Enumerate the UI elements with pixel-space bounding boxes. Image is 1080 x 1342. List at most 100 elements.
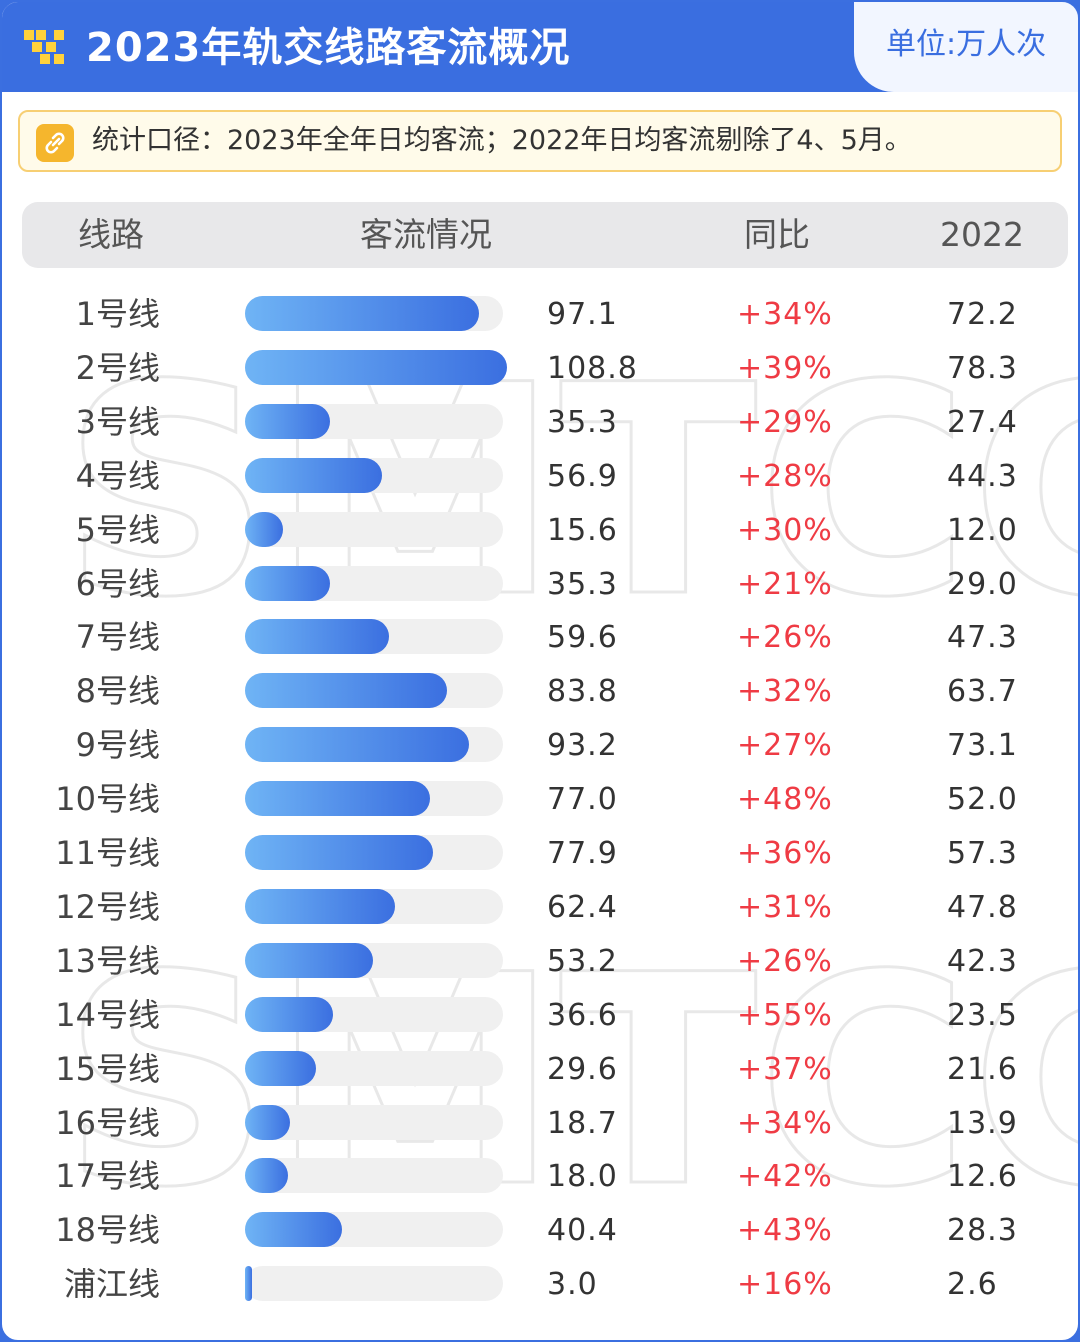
bar-track bbox=[245, 996, 503, 1032]
prev-year-value: 27.4 bbox=[947, 404, 1018, 440]
bar-track bbox=[245, 565, 503, 601]
bar-track bbox=[245, 1050, 503, 1086]
bar-track bbox=[245, 349, 507, 385]
prev-year-value: 13.9 bbox=[947, 1105, 1018, 1141]
table-row: 1号线 97.1 +34% 72.2 bbox=[2, 287, 1078, 341]
line-name: 7号线 bbox=[75, 618, 160, 657]
unit-label: 单位:万人次 bbox=[886, 27, 1047, 62]
flow-value: 35.3 bbox=[547, 404, 618, 440]
line-name: 6号线 bbox=[75, 564, 160, 603]
bar-track bbox=[245, 942, 503, 978]
yoy-value: +34% bbox=[737, 1105, 833, 1141]
line-name: 14号线 bbox=[55, 995, 160, 1034]
line-name: 11号线 bbox=[55, 834, 160, 872]
yoy-value: +26% bbox=[737, 620, 833, 656]
table-row: 2号线 108.8 +39% 78.3 bbox=[2, 341, 1078, 395]
bar-track bbox=[245, 403, 503, 439]
prev-year-value: 44.3 bbox=[947, 458, 1018, 494]
logo-icon bbox=[24, 30, 64, 64]
prev-year-value: 42.3 bbox=[947, 943, 1018, 979]
table-header: 线路 客流情况 同比 2022 bbox=[22, 202, 1068, 268]
table-row: 14号线 36.6 +55% 23.5 bbox=[2, 988, 1078, 1042]
flow-bar bbox=[245, 349, 507, 385]
bar-track bbox=[245, 888, 503, 924]
flow-value: 108.8 bbox=[547, 350, 638, 386]
bar-track bbox=[245, 619, 503, 655]
table-row: 5号线 15.6 +30% 12.0 bbox=[2, 503, 1078, 557]
note-text: 统计口径：2023年全年日均客流；2022年日均客流剔除了4、5月。 bbox=[92, 125, 912, 156]
line-name: 5号线 bbox=[75, 510, 160, 549]
table-row: 8号线 83.8 +32% 63.7 bbox=[2, 664, 1078, 718]
flow-value: 93.2 bbox=[547, 728, 618, 764]
prev-year-value: 2.6 bbox=[947, 1267, 998, 1303]
yoy-value: +34% bbox=[737, 297, 833, 332]
flow-value: 77.9 bbox=[547, 836, 618, 871]
flow-bar bbox=[245, 296, 479, 331]
flow-value: 29.6 bbox=[547, 1051, 618, 1087]
header-flow: 客流情况 bbox=[360, 215, 492, 254]
bar-track bbox=[245, 835, 503, 870]
flow-bar bbox=[245, 888, 396, 924]
prev-year-value: 12.0 bbox=[947, 512, 1018, 548]
line-name: 12号线 bbox=[55, 887, 160, 926]
flow-value: 53.2 bbox=[547, 943, 618, 979]
flow-bar bbox=[245, 1158, 289, 1194]
table-row: 15号线 29.6 +37% 21.6 bbox=[2, 1042, 1078, 1096]
flow-bar bbox=[245, 727, 470, 763]
flow-value: 36.6 bbox=[547, 997, 618, 1033]
prev-year-value: 52.0 bbox=[947, 782, 1018, 818]
flow-value: 77.0 bbox=[547, 782, 618, 818]
header-prev-year: 2022 bbox=[940, 215, 1024, 254]
flow-bar bbox=[245, 565, 330, 601]
line-name: 17号线 bbox=[55, 1157, 160, 1196]
page-title: 2023年轨交线路客流概况 bbox=[86, 25, 571, 71]
bar-track bbox=[245, 1266, 503, 1302]
table-row: 4号线 56.9 +28% 44.3 bbox=[2, 449, 1078, 503]
line-name: 15号线 bbox=[55, 1049, 160, 1088]
line-name: 8号线 bbox=[75, 672, 160, 711]
line-name: 3号线 bbox=[75, 402, 160, 441]
yoy-value: +42% bbox=[737, 1159, 833, 1195]
yoy-value: +26% bbox=[737, 943, 833, 979]
prev-year-value: 28.3 bbox=[947, 1213, 1018, 1249]
table-row: 13号线 53.2 +26% 42.3 bbox=[2, 934, 1078, 988]
table-row: 9号线 93.2 +27% 73.1 bbox=[2, 718, 1078, 772]
prev-year-value: 47.8 bbox=[947, 889, 1018, 925]
yoy-value: +39% bbox=[737, 350, 833, 386]
table-row: 18号线 40.4 +43% 28.3 bbox=[2, 1203, 1078, 1257]
flow-value: 18.0 bbox=[547, 1159, 618, 1195]
flow-bar bbox=[245, 403, 330, 439]
table-row: 17号线 18.0 +42% 12.6 bbox=[2, 1149, 1078, 1203]
yoy-value: +55% bbox=[737, 997, 833, 1033]
prev-year-value: 12.6 bbox=[947, 1159, 1018, 1195]
line-name: 18号线 bbox=[55, 1211, 160, 1250]
bar-track bbox=[245, 727, 503, 763]
line-name: 16号线 bbox=[55, 1103, 160, 1142]
flow-value: 40.4 bbox=[547, 1213, 618, 1249]
header-bar: 2023年轨交线路客流概况 单位:万人次 bbox=[2, 2, 1078, 92]
line-name: 1号线 bbox=[75, 295, 160, 333]
prev-year-value: 21.6 bbox=[947, 1051, 1018, 1087]
line-name: 浦江线 bbox=[63, 1265, 160, 1304]
bar-track bbox=[245, 296, 503, 331]
yoy-value: +28% bbox=[737, 458, 833, 494]
line-name: 2号线 bbox=[75, 348, 160, 387]
prev-year-value: 78.3 bbox=[947, 350, 1018, 386]
table-row: 16号线 18.7 +34% 13.9 bbox=[2, 1096, 1078, 1150]
bar-track bbox=[245, 1104, 503, 1140]
flow-value: 59.6 bbox=[547, 620, 618, 656]
table-row: 6号线 35.3 +21% 29.0 bbox=[2, 557, 1078, 611]
flow-bar bbox=[245, 619, 389, 655]
flow-value: 56.9 bbox=[547, 458, 618, 494]
line-name: 4号线 bbox=[75, 456, 160, 495]
flow-bar bbox=[245, 835, 433, 870]
yoy-value: +37% bbox=[737, 1051, 833, 1087]
flow-value: 35.3 bbox=[547, 566, 618, 602]
table-row: 11号线 77.9 +36% 57.3 bbox=[2, 826, 1078, 880]
yoy-value: +29% bbox=[737, 404, 833, 440]
flow-value: 83.8 bbox=[547, 674, 618, 710]
yoy-value: +30% bbox=[737, 512, 833, 548]
yoy-value: +36% bbox=[737, 836, 833, 871]
yoy-value: +43% bbox=[737, 1213, 833, 1249]
